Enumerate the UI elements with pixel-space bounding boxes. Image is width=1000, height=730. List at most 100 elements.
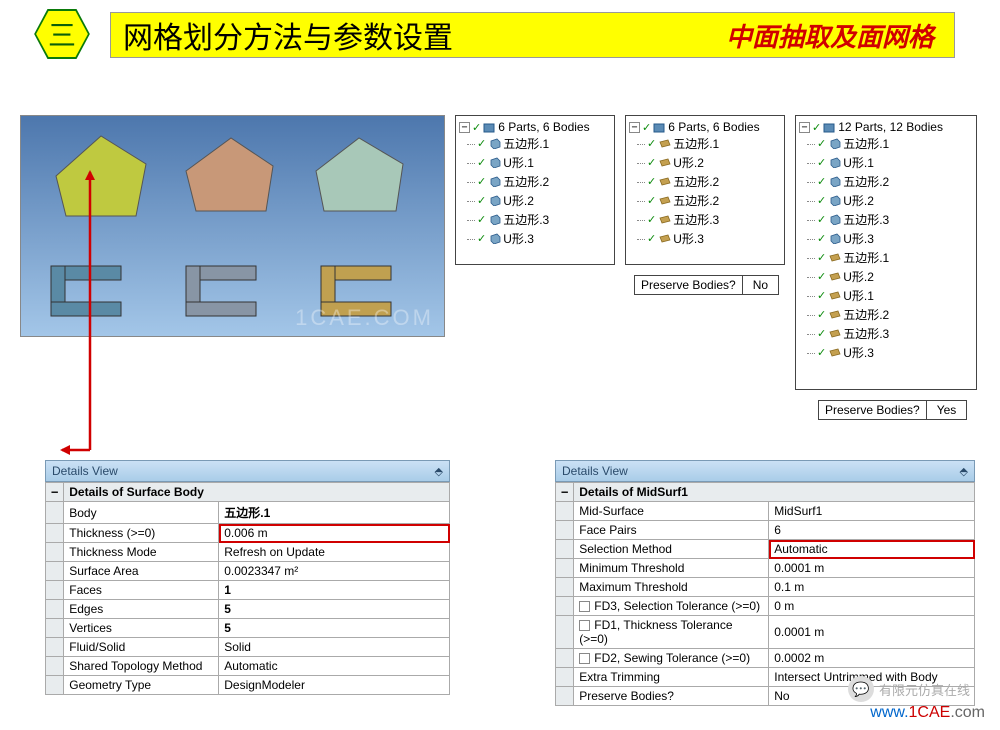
tree-item[interactable]: ✓U形.3	[817, 229, 973, 248]
property-value[interactable]: 0.1 m	[769, 578, 975, 597]
check-icon: ✓	[817, 194, 826, 207]
property-row[interactable]: Minimum Threshold0.0001 m	[556, 559, 975, 578]
tree-item[interactable]: ✓五边形.2	[647, 191, 781, 210]
property-row[interactable]: Body五边形.1	[46, 502, 450, 524]
property-row[interactable]: Thickness (>=0)0.006 m	[46, 524, 450, 543]
tree-item[interactable]: ✓五边形.3	[817, 210, 973, 229]
body-icon	[828, 233, 841, 244]
details-view-left[interactable]: Details View ⬘ − Details of Surface Body…	[45, 460, 450, 695]
tree-item[interactable]: ✓U形.1	[817, 153, 973, 172]
section-row[interactable]: − Details of Surface Body	[46, 483, 450, 502]
tree-item[interactable]: ✓五边形.3	[647, 210, 781, 229]
pin-icon[interactable]: ⬘	[960, 465, 968, 478]
tree-item[interactable]: ✓五边形.2	[817, 305, 973, 324]
section-label: Details of MidSurf1	[574, 483, 975, 502]
tree-item[interactable]: ✓五边形.1	[817, 134, 973, 153]
property-row[interactable]: Mid-SurfaceMidSurf1	[556, 502, 975, 521]
checkbox[interactable]	[579, 601, 590, 612]
tree-item[interactable]: ✓U形.1	[477, 153, 611, 172]
tree-item[interactable]: ✓U形.2	[477, 191, 611, 210]
tree-root[interactable]: − ✓ 6 Parts, 6 Bodies	[629, 120, 781, 134]
collapse-icon[interactable]: −	[459, 122, 470, 133]
property-row[interactable]: Selection MethodAutomatic	[556, 540, 975, 559]
tree-item[interactable]: ✓五边形.1	[647, 134, 781, 153]
property-value[interactable]: 0.0001 m	[769, 559, 975, 578]
property-row[interactable]: Face Pairs6	[556, 521, 975, 540]
tree-item[interactable]: ✓五边形.1	[817, 248, 973, 267]
property-row[interactable]: FD3, Selection Tolerance (>=0)0 m	[556, 597, 975, 616]
property-label: FD1, Thickness Tolerance (>=0)	[574, 616, 769, 649]
preserve-value[interactable]: Yes	[927, 400, 968, 420]
details-view-right[interactable]: Details View ⬘ − Details of MidSurf1 Mid…	[555, 460, 975, 706]
footer-url: www.1CAE.com	[870, 704, 985, 722]
property-row[interactable]: Surface Area0.0023347 m²	[46, 562, 450, 581]
tree-item[interactable]: ✓U形.2	[817, 191, 973, 210]
tree-item[interactable]: ✓U形.1	[817, 286, 973, 305]
property-row[interactable]: Fluid/SolidSolid	[46, 638, 450, 657]
property-value[interactable]: 0 m	[769, 597, 975, 616]
details-header-label: Details View	[562, 464, 628, 478]
property-row[interactable]: FD1, Thickness Tolerance (>=0)0.0001 m	[556, 616, 975, 649]
property-row[interactable]: Shared Topology MethodAutomatic	[46, 657, 450, 676]
row-spacer	[556, 540, 574, 559]
3d-viewport[interactable]: 1CAE.COM	[20, 115, 445, 337]
property-value[interactable]: 5	[219, 619, 450, 638]
tree-root[interactable]: − ✓ 12 Parts, 12 Bodies	[799, 120, 973, 134]
property-row[interactable]: Edges5	[46, 600, 450, 619]
preserve-value[interactable]: No	[743, 275, 779, 295]
tree-item[interactable]: ✓五边形.2	[477, 172, 611, 191]
property-value[interactable]: 0.006 m	[219, 524, 450, 543]
checkbox[interactable]	[579, 653, 590, 664]
checkbox[interactable]	[579, 620, 590, 631]
collapse-icon[interactable]: −	[46, 483, 64, 502]
wechat-label: 有限元仿真在线	[879, 680, 970, 699]
tree-item[interactable]: ✓五边形.3	[477, 210, 611, 229]
tree-item[interactable]: ✓U形.3	[647, 229, 781, 248]
section-badge-label: 三	[38, 13, 86, 55]
body-icon	[488, 157, 501, 168]
section-row[interactable]: − Details of MidSurf1	[556, 483, 975, 502]
tree-panel-2[interactable]: − ✓ 6 Parts, 6 Bodies ✓五边形.1✓U形.2✓五边形.2✓…	[625, 115, 785, 265]
collapse-icon[interactable]: −	[556, 483, 574, 502]
property-value[interactable]: 1	[219, 581, 450, 600]
property-value[interactable]: 6	[769, 521, 975, 540]
property-value[interactable]: MidSurf1	[769, 502, 975, 521]
tree-item[interactable]: ✓U形.3	[817, 343, 973, 362]
tree-item[interactable]: ✓五边形.3	[817, 324, 973, 343]
tree-root[interactable]: − ✓ 6 Parts, 6 Bodies	[459, 120, 611, 134]
property-value[interactable]: 0.0002 m	[769, 649, 975, 668]
tree-item[interactable]: ✓五边形.1	[477, 134, 611, 153]
tree-item[interactable]: ✓U形.2	[647, 153, 781, 172]
property-value[interactable]: Automatic	[769, 540, 975, 559]
property-row[interactable]: Geometry TypeDesignModeler	[46, 676, 450, 695]
property-value[interactable]: 5	[219, 600, 450, 619]
property-row[interactable]: Vertices5	[46, 619, 450, 638]
pin-icon[interactable]: ⬘	[435, 465, 443, 478]
tree-panel-1[interactable]: − ✓ 6 Parts, 6 Bodies ✓五边形.1✓U形.1✓五边形.2✓…	[455, 115, 615, 265]
property-value[interactable]: 0.0023347 m²	[219, 562, 450, 581]
collapse-icon[interactable]: −	[799, 122, 810, 133]
property-value[interactable]: Solid	[219, 638, 450, 657]
tree-item-label: 五边形.1	[843, 249, 889, 266]
property-row[interactable]: Thickness ModeRefresh on Update	[46, 543, 450, 562]
tree-item[interactable]: ✓U形.2	[817, 267, 973, 286]
row-spacer	[46, 562, 64, 581]
tree-item[interactable]: ✓五边形.2	[647, 172, 781, 191]
row-spacer	[46, 543, 64, 562]
details-header[interactable]: Details View ⬘	[555, 460, 975, 482]
property-value[interactable]: 0.0001 m	[769, 616, 975, 649]
property-row[interactable]: Maximum Threshold0.1 m	[556, 578, 975, 597]
details-header[interactable]: Details View ⬘	[45, 460, 450, 482]
property-value[interactable]: Automatic	[219, 657, 450, 676]
property-value[interactable]: Refresh on Update	[219, 543, 450, 562]
tree-item[interactable]: ✓五边形.2	[817, 172, 973, 191]
tree-panel-3[interactable]: − ✓ 12 Parts, 12 Bodies ✓五边形.1✓U形.1✓五边形.…	[795, 115, 977, 390]
collapse-icon[interactable]: −	[629, 122, 640, 133]
property-value[interactable]: 五边形.1	[219, 502, 450, 524]
property-row[interactable]: Faces1	[46, 581, 450, 600]
tree-item[interactable]: ✓U形.3	[477, 229, 611, 248]
property-value[interactable]: DesignModeler	[219, 676, 450, 695]
check-icon: ✓	[472, 121, 481, 134]
property-row[interactable]: FD2, Sewing Tolerance (>=0)0.0002 m	[556, 649, 975, 668]
wechat-icon: 💬	[848, 676, 874, 702]
